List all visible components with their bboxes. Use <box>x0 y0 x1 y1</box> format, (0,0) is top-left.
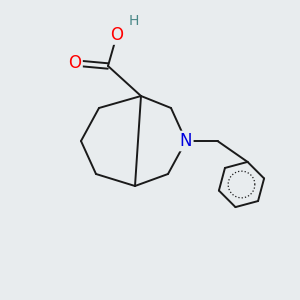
Text: H: H <box>128 14 139 28</box>
Text: O: O <box>68 54 82 72</box>
Text: N: N <box>180 132 192 150</box>
Text: O: O <box>110 26 124 44</box>
